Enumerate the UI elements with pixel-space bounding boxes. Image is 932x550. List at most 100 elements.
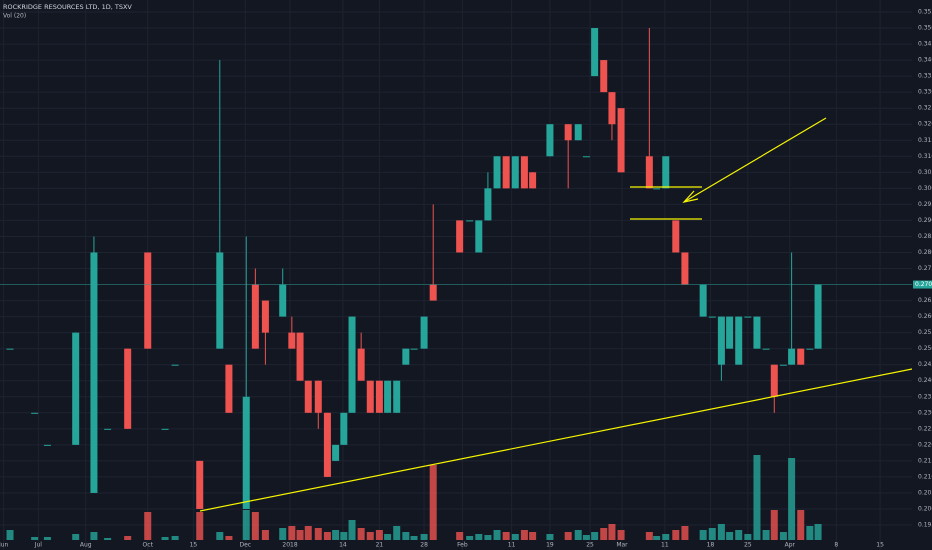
- volume-bar: [806, 526, 814, 540]
- volume-bar: [402, 532, 410, 540]
- volume-bar: [410, 536, 418, 540]
- volume-bar: [484, 535, 492, 540]
- candle-body: [171, 364, 179, 366]
- volume-bar: [600, 528, 608, 540]
- volume-bar: [456, 532, 464, 540]
- candle-body: [323, 412, 331, 477]
- candle-body: [375, 380, 383, 413]
- candle-body: [402, 348, 410, 365]
- axes: 0.195 0.200 0.205 0.210 0.215 0.220 0.225 0.230…: [0, 9, 932, 549]
- y-tick-label: 0.205: [918, 489, 932, 496]
- candle-body: [366, 380, 374, 413]
- volume-bar: [314, 528, 322, 540]
- candle-body: [493, 156, 501, 189]
- y-tick-label: 0.290: [918, 217, 932, 224]
- volume-bar: [582, 535, 590, 540]
- y-tick-label: 0.350: [918, 25, 932, 32]
- y-tick-label: 0.305: [918, 169, 932, 176]
- candle-body: [393, 380, 401, 413]
- candle-body: [43, 444, 51, 446]
- volume-bar: [735, 530, 743, 540]
- candle-body: [645, 156, 653, 189]
- candle-body: [6, 348, 14, 350]
- volume-bar: [788, 458, 796, 540]
- y-tick-label: 0.225: [918, 425, 932, 432]
- volume-bar: [708, 528, 716, 540]
- y-tick-label: 0.215: [918, 457, 932, 464]
- candle-body: [466, 220, 474, 222]
- volume-bar: [90, 532, 98, 540]
- volume-bar: [296, 530, 304, 540]
- volume-bar: [323, 532, 331, 540]
- volume-bar: [564, 532, 572, 540]
- candle-body: [662, 156, 670, 189]
- candle-body: [357, 348, 365, 381]
- arrow: [683, 117, 827, 203]
- candle-body: [225, 364, 233, 413]
- volume-bar: [672, 530, 680, 540]
- x-tick-label: 25: [586, 542, 594, 549]
- x-tick-label: Oct: [143, 542, 154, 549]
- volume-bar: [591, 532, 599, 540]
- volume-bar: [375, 530, 383, 540]
- candle-body: [124, 348, 132, 429]
- annotations: [199, 117, 913, 512]
- y-tick-label: 0.320: [918, 121, 932, 128]
- candle-body: [744, 316, 752, 318]
- x-tick-label: Jul: [34, 542, 43, 549]
- y-tick-label: 0.265: [918, 297, 932, 304]
- price-axis: [912, 0, 932, 550]
- candle-body: [788, 348, 796, 365]
- candle-body: [608, 92, 616, 125]
- y-tick-label: 0.220: [918, 441, 932, 448]
- candle-body: [582, 156, 590, 158]
- candle-body: [484, 188, 492, 221]
- volume-bar: [520, 530, 528, 540]
- volume-bar: [261, 530, 269, 540]
- volume-bar: [717, 524, 725, 540]
- y-tick-label: 0.195: [918, 522, 932, 529]
- candle-body: [475, 220, 483, 253]
- y-tick-label: 0.230: [918, 409, 932, 416]
- last-price-label: 0.270: [915, 281, 932, 288]
- volume-bar: [366, 532, 374, 540]
- volume-bar: [225, 536, 233, 540]
- x-tick-label: 15: [190, 542, 198, 549]
- y-tick-label: 0.285: [918, 233, 932, 240]
- candle-body: [261, 300, 269, 333]
- y-tick-label: 0.245: [918, 361, 932, 368]
- x-tick-label: 18: [707, 542, 715, 549]
- volume-bar: [608, 524, 616, 540]
- y-tick-label: 0.315: [918, 137, 932, 144]
- x-tick-label: Apr: [785, 542, 796, 549]
- x-tick-label: 2018: [282, 542, 297, 549]
- volume-bar: [104, 538, 112, 540]
- candle-body: [161, 428, 169, 430]
- volume-bar: [770, 510, 778, 540]
- last-price-tag: [913, 280, 932, 289]
- volume-bar: [529, 532, 537, 540]
- volume-bar: [493, 530, 501, 540]
- candle-body: [797, 348, 805, 365]
- candle-body: [296, 332, 304, 381]
- trend-line: [199, 368, 913, 512]
- volume-bar: [753, 455, 761, 540]
- volume-bar: [511, 534, 519, 540]
- y-tick-label: 0.300: [918, 185, 932, 192]
- y-tick-label: 0.295: [918, 201, 932, 208]
- candle-body: [90, 252, 98, 493]
- candle-body: [770, 364, 778, 397]
- candle-body: [420, 316, 428, 349]
- candle-body: [681, 252, 689, 285]
- arrow-head: [682, 190, 699, 203]
- y-tick-label: 0.255: [918, 329, 932, 336]
- candle-body: [429, 284, 437, 301]
- candle-body: [762, 348, 770, 350]
- candle-body: [591, 28, 599, 77]
- y-tick-label: 0.210: [918, 473, 932, 480]
- y-tick-label: 0.240: [918, 377, 932, 384]
- volume-bar: [681, 526, 689, 540]
- y-tick-label: 0.260: [918, 313, 932, 320]
- volume-bar: [216, 532, 224, 540]
- candle-body: [574, 124, 582, 141]
